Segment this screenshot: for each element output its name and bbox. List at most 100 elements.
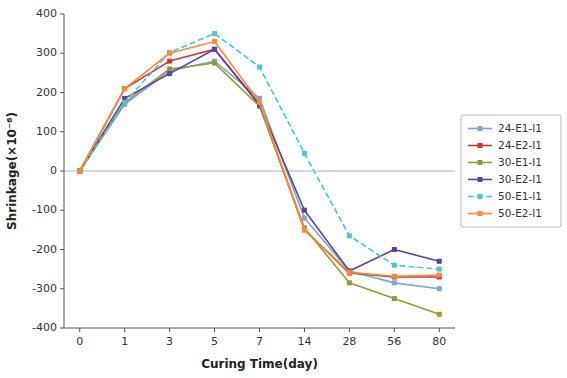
x-tick: [214, 328, 215, 332]
point-marker: [392, 280, 397, 285]
point-marker: [167, 71, 172, 76]
y-tick-label: -200: [32, 243, 57, 256]
legend-marker: [478, 211, 483, 216]
y-tick: [60, 210, 64, 211]
x-tick-label: 28: [342, 335, 356, 348]
point-marker: [257, 64, 262, 69]
y-tick: [60, 14, 64, 15]
y-tick-label: -400: [32, 321, 57, 334]
legend-label: 30-E1-I1: [498, 156, 542, 168]
x-tick: [169, 328, 170, 332]
legend-label: 30-E2-I1: [498, 173, 542, 185]
x-tick: [349, 328, 350, 332]
y-tick-label: 200: [36, 86, 57, 99]
y-tick: [60, 249, 64, 250]
series-line: [80, 49, 440, 277]
x-tick-label: 80: [432, 335, 446, 348]
y-tick-label: 400: [36, 7, 57, 20]
point-marker: [212, 47, 217, 52]
point-marker: [167, 50, 172, 55]
point-marker: [302, 227, 307, 232]
x-axis-label: Curing Time(day): [201, 357, 318, 371]
zero-line: [64, 171, 455, 172]
series-line: [80, 41, 440, 276]
point-marker: [122, 86, 127, 91]
point-marker: [347, 271, 352, 276]
series-line: [80, 49, 440, 271]
point-marker: [77, 169, 82, 174]
point-marker: [392, 274, 397, 279]
x-tick-label: 1: [121, 335, 128, 348]
point-marker: [392, 274, 397, 279]
x-tick: [304, 328, 305, 332]
point-marker: [167, 51, 172, 56]
point-marker: [347, 280, 352, 285]
point-marker: [212, 61, 217, 66]
legend-label: 24-E1-I1: [498, 122, 542, 134]
point-marker: [77, 169, 82, 174]
legend-label: 50-E1-I1: [498, 190, 542, 202]
legend-label: 24-E2-I1: [498, 139, 542, 151]
point-marker: [302, 227, 307, 232]
legend: 24-E1-I1 24-E2-I1 30-E1-I1 30-E2-I1 50-E1-I1…: [461, 115, 561, 227]
chart: -400-300-200-100010020030040001357142856…: [0, 0, 567, 378]
point-marker: [437, 259, 442, 264]
point-marker: [122, 86, 127, 91]
y-tick-label: 300: [36, 46, 57, 59]
point-marker: [302, 151, 307, 156]
point-marker: [437, 286, 442, 291]
x-tick: [439, 328, 440, 332]
point-marker: [347, 270, 352, 275]
point-marker: [212, 31, 217, 36]
legend-marker: [478, 160, 483, 165]
y-tick: [60, 288, 64, 289]
legend-label: 50-E2-I1: [498, 207, 542, 219]
series-line: [80, 34, 440, 270]
x-tick: [124, 328, 125, 332]
point-marker: [437, 267, 442, 272]
point-marker: [437, 312, 442, 317]
series-line: [80, 63, 440, 314]
point-marker: [77, 169, 82, 174]
point-marker: [77, 169, 82, 174]
y-tick: [60, 92, 64, 93]
x-tick-label: 7: [256, 335, 263, 348]
point-marker: [77, 169, 82, 174]
x-tick-label: 14: [297, 335, 311, 348]
point-marker: [167, 59, 172, 64]
point-marker: [77, 169, 82, 174]
y-tick: [60, 131, 64, 132]
point-marker: [392, 247, 397, 252]
y-tick: [60, 328, 64, 329]
point-marker: [302, 216, 307, 221]
point-marker: [392, 263, 397, 268]
x-tick-label: 5: [211, 335, 218, 348]
plot-area: [77, 31, 442, 317]
y-tick: [60, 171, 64, 172]
legend-marker: [478, 126, 483, 131]
point-marker: [122, 100, 127, 105]
y-axis-label: Shrinkage(×10⁻⁶): [5, 112, 19, 230]
x-tick-label: 56: [387, 335, 401, 348]
y-tick: [60, 53, 64, 54]
y-tick-label: 100: [36, 125, 57, 138]
point-marker: [212, 47, 217, 52]
point-marker: [392, 296, 397, 301]
point-marker: [257, 100, 262, 105]
legend-marker: [478, 177, 483, 182]
point-marker: [347, 233, 352, 238]
legend-marker: [478, 194, 483, 199]
x-tick: [394, 328, 395, 332]
point-marker: [167, 66, 172, 71]
legend-box: [461, 115, 561, 227]
x-tick: [79, 328, 80, 332]
x-tick-label: 3: [166, 335, 173, 348]
point-marker: [122, 100, 127, 105]
x-tick: [259, 328, 260, 332]
point-marker: [212, 39, 217, 44]
point-marker: [437, 273, 442, 278]
y-tick-label: 0: [50, 164, 57, 177]
y-tick-label: -100: [32, 203, 57, 216]
x-tick-label: 0: [76, 335, 83, 348]
legend-marker: [478, 143, 483, 148]
